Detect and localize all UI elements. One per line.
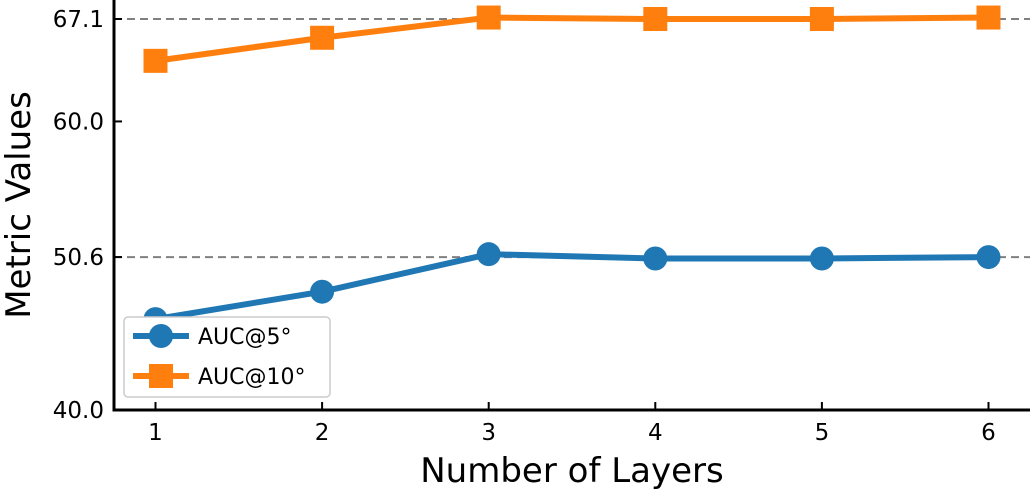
series-0 <box>143 242 1001 332</box>
legend-label: AUC@10° <box>198 365 306 390</box>
legend-entry: AUC@10° <box>133 364 306 390</box>
data-point <box>809 246 834 271</box>
x-ticks: 1 2 3 4 5 6 <box>148 402 996 446</box>
legend-marker <box>149 364 173 388</box>
series-line <box>155 14 989 64</box>
y-tick-label: 40.0 <box>53 398 104 424</box>
x-tick-label: 2 <box>315 420 330 446</box>
y-tick-label: 60.0 <box>53 109 104 135</box>
series-line <box>155 251 989 323</box>
series-layer <box>143 5 1001 332</box>
data-point <box>310 25 335 50</box>
x-tick-label: 3 <box>481 420 496 446</box>
data-point <box>976 5 1001 30</box>
x-axis-title: Number of Layers <box>420 451 723 491</box>
series-1 <box>143 5 1001 73</box>
y-tick-label: 50.6 <box>53 245 104 271</box>
data-point <box>476 5 501 30</box>
data-point <box>643 7 668 31</box>
x-tick-label: 5 <box>815 420 830 446</box>
x-tick-label: 4 <box>648 420 663 446</box>
legend: AUC@5° AUC@10° <box>123 316 331 398</box>
legend-label: AUC@5° <box>198 325 292 350</box>
legend-entry: AUC@5° <box>133 324 292 350</box>
data-point <box>809 7 834 31</box>
reference-lines <box>114 18 1030 259</box>
x-tick-label: 6 <box>981 420 996 446</box>
data-point <box>143 48 168 73</box>
data-point <box>643 246 668 271</box>
legend-marker <box>149 324 173 348</box>
axes <box>112 0 1030 412</box>
data-point <box>310 279 335 304</box>
x-tick-label: 1 <box>148 420 163 446</box>
data-point <box>976 245 1001 270</box>
y-ticks: 40.0 50.6 60.0 67.1 <box>53 7 122 424</box>
data-point <box>476 242 501 267</box>
y-axis-title: Metric Values <box>0 91 39 319</box>
y-tick-label: 67.1 <box>53 7 104 33</box>
